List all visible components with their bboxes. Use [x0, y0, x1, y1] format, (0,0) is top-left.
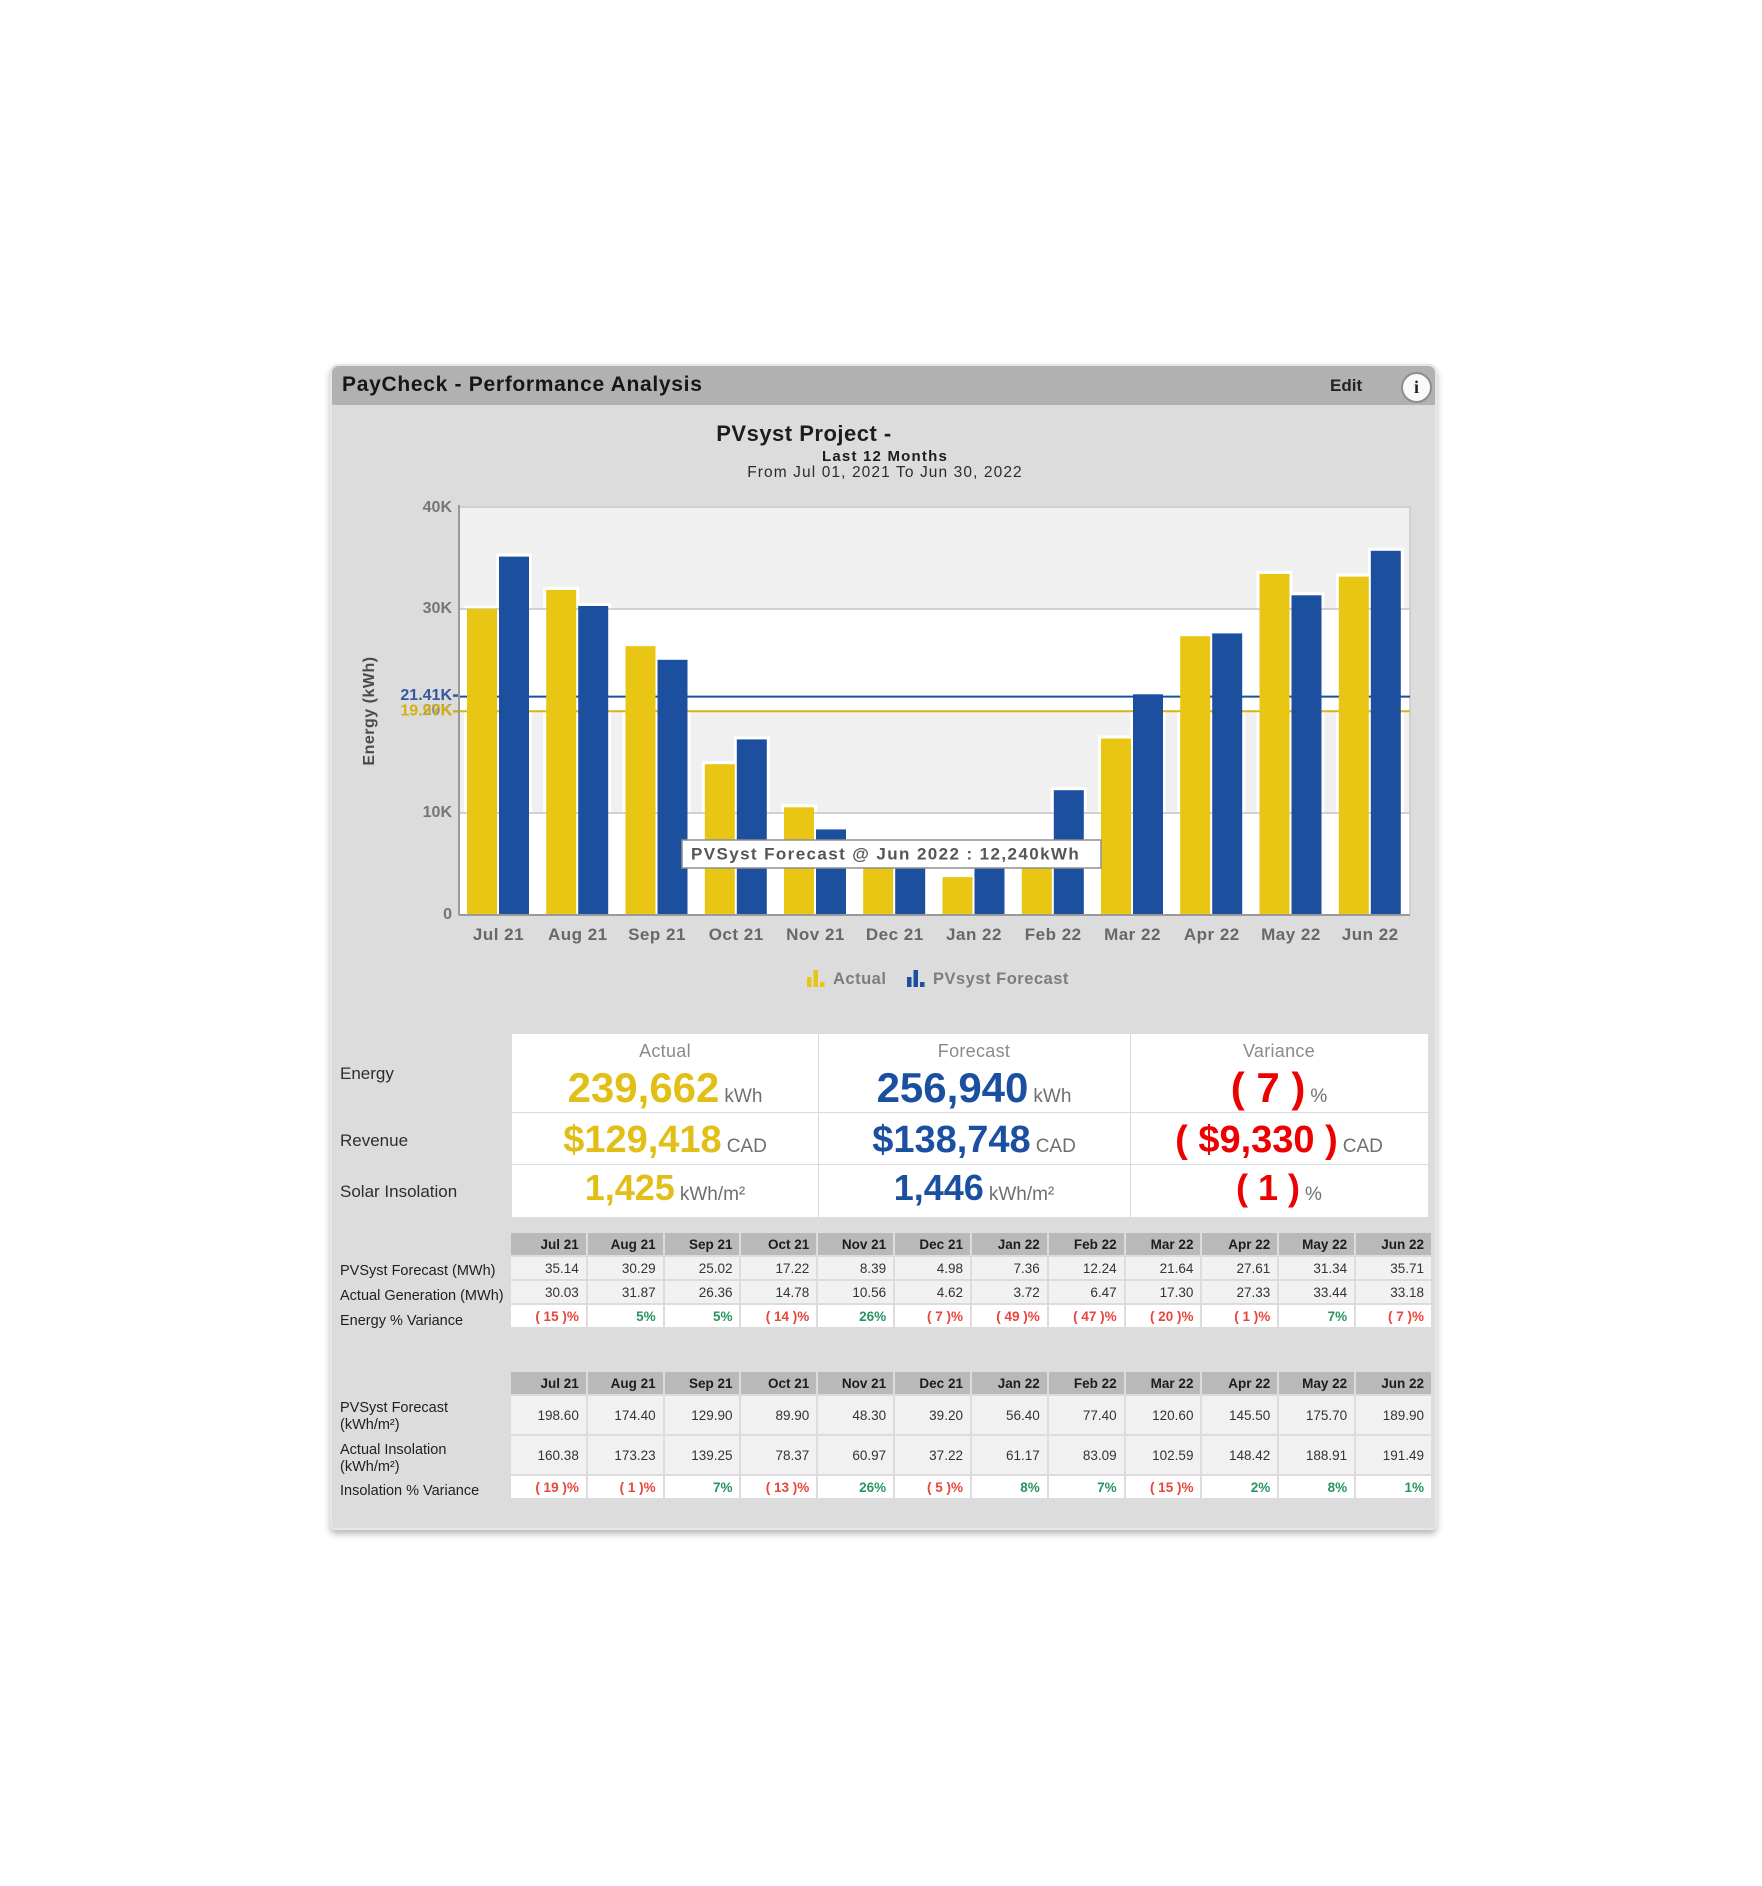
svg-text:May 22: May 22 [1261, 925, 1321, 944]
svg-text:21.41K: 21.41K [400, 687, 452, 704]
svg-text:40K: 40K [423, 499, 453, 516]
svg-text:Energy (kWh): Energy (kWh) [361, 656, 378, 765]
svg-text:Sep 21: Sep 21 [628, 925, 686, 944]
svg-text:Oct 21: Oct 21 [709, 925, 764, 944]
svg-text:0: 0 [443, 906, 452, 923]
svg-text:19.97K: 19.97K [400, 703, 452, 720]
svg-text:PVsyst Forecast: PVsyst Forecast [933, 970, 1069, 988]
svg-text:Actual: Actual [833, 970, 886, 988]
svg-text:Apr 22: Apr 22 [1184, 925, 1240, 944]
svg-text:30K: 30K [423, 600, 453, 617]
svg-text:Nov 21: Nov 21 [786, 925, 845, 944]
svg-text:PVSyst Forecast @ Jun 2022 : 1: PVSyst Forecast @ Jun 2022 : 12,240kWh [691, 845, 1080, 864]
svg-text:10K: 10K [423, 804, 453, 821]
svg-text:Aug 21: Aug 21 [548, 925, 608, 944]
svg-text:Jul 21: Jul 21 [473, 925, 524, 944]
svg-text:Jan 22: Jan 22 [946, 925, 1002, 944]
svg-text:20K: 20K [423, 702, 453, 719]
svg-text:Jun 22: Jun 22 [1342, 925, 1399, 944]
svg-text:Mar 22: Mar 22 [1104, 925, 1161, 944]
svg-text:Feb 22: Feb 22 [1025, 925, 1082, 944]
svg-text:Dec 21: Dec 21 [866, 925, 924, 944]
